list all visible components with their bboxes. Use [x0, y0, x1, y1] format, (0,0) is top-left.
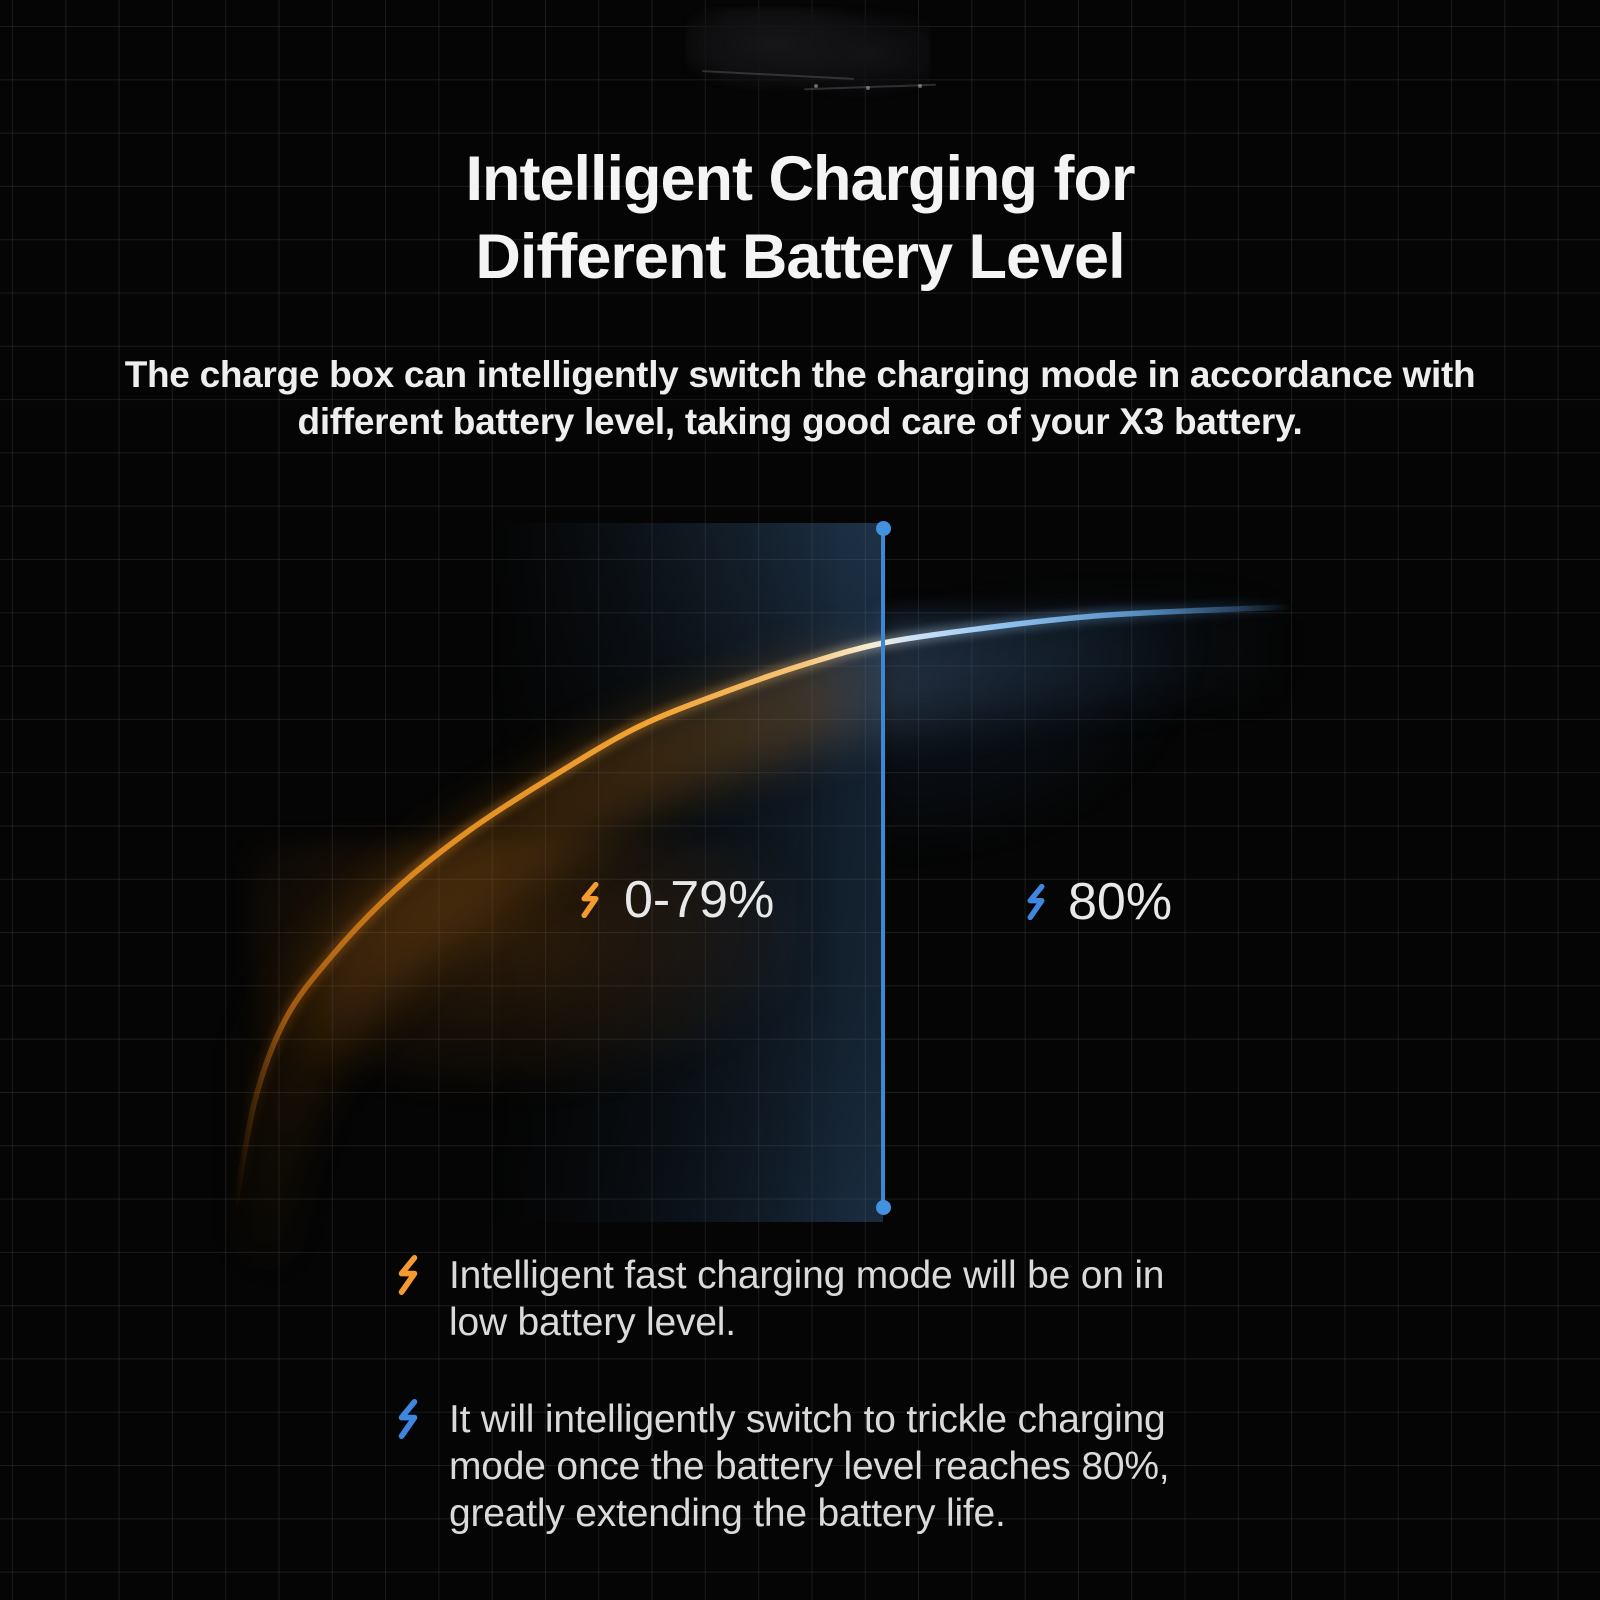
threshold-divider-bottom-dot [875, 1199, 891, 1215]
battery-charging-curve [232, 604, 1295, 1211]
product-silhouette [686, 8, 936, 98]
product-silhouette-highlight [814, 84, 818, 88]
threshold-divider-top-dot [875, 520, 891, 536]
threshold-divider-line [881, 528, 885, 1207]
page-title: Intelligent Charging for Different Batte… [465, 144, 1136, 292]
fast-charging-note: Intelligent fast charging mode will be o… [393, 1252, 1164, 1346]
fast-charging-note-text: Intelligent fast charging mode will be o… [449, 1254, 1165, 1344]
curve-underglow [190, 604, 1294, 1259]
product-silhouette-body [686, 8, 930, 98]
trickle-charging-note: It will intelligently switch to trickle … [393, 1396, 1170, 1537]
fast-charge-label: 0-79% [576, 870, 774, 930]
trickle-charge-label-text: 80% [1068, 873, 1173, 931]
trickle-charging-note-text: It will intelligently switch to trickle … [449, 1398, 1170, 1535]
lightning-bolt-icon [393, 1255, 423, 1346]
page-subtitle: The charge box can intelligently switch … [124, 354, 1476, 442]
lightning-bolt-icon [393, 1399, 423, 1537]
lightning-bolt-icon [1022, 884, 1050, 920]
lightning-bolt-icon [576, 882, 604, 918]
product-silhouette-highlight [866, 86, 870, 90]
product-silhouette-highlight [918, 84, 922, 88]
fast-charge-label-text: 0-79% [624, 871, 775, 929]
trickle-charge-label: 80% [1022, 872, 1172, 932]
